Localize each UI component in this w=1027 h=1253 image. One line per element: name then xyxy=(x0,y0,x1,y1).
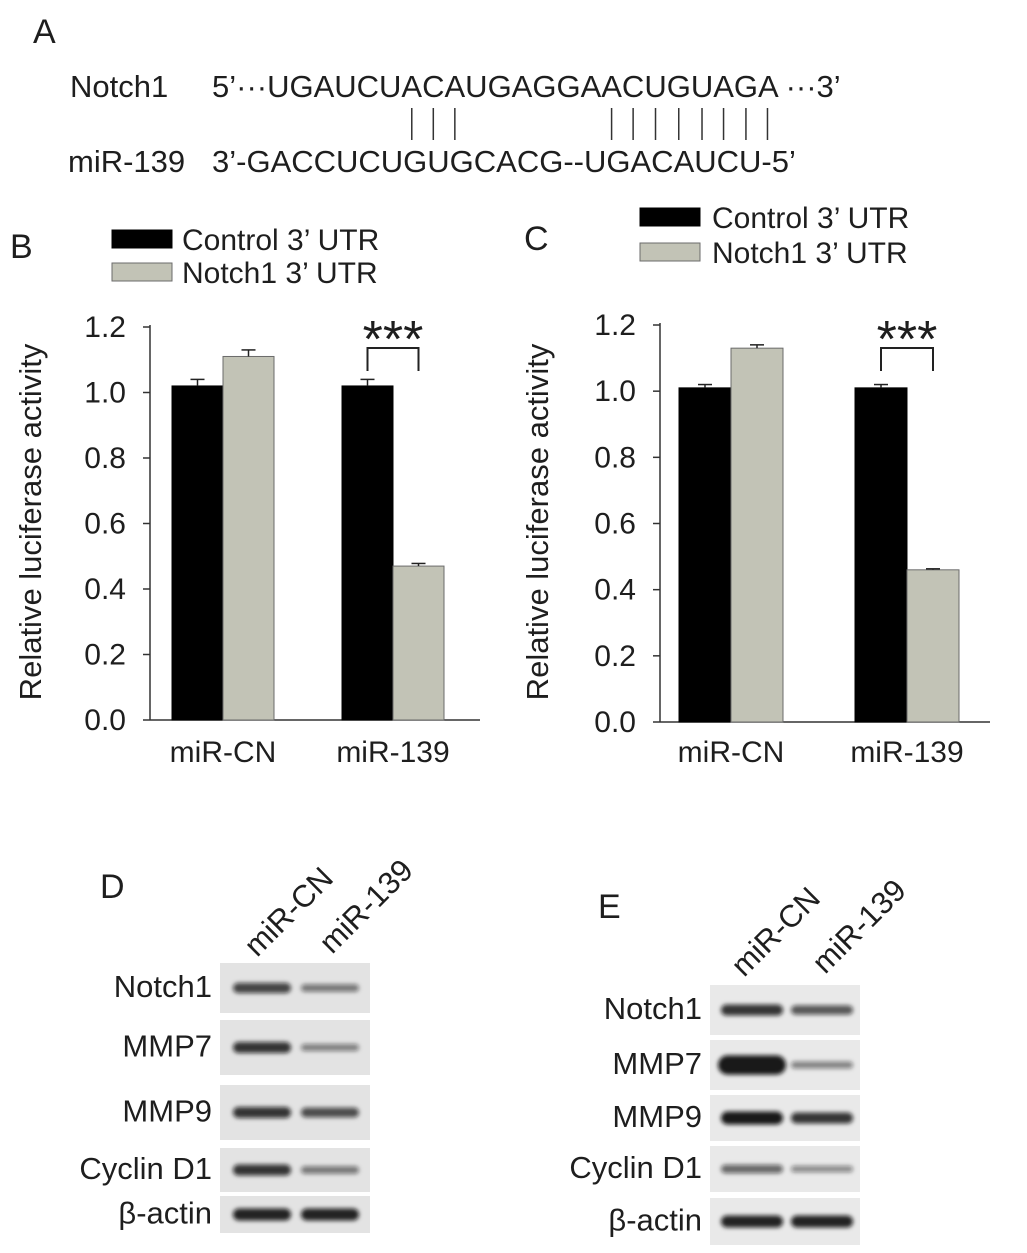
protein-label: MMP7 xyxy=(612,1046,702,1081)
protein-band xyxy=(233,1106,291,1119)
bar xyxy=(392,565,445,721)
panel-label: D xyxy=(100,868,125,906)
y-tick-label: 0.8 xyxy=(594,441,636,474)
y-tick-label: 0.6 xyxy=(84,508,126,541)
panel-label-a: A xyxy=(33,13,56,51)
protein-band xyxy=(791,1215,853,1228)
protein-band xyxy=(791,1061,853,1069)
legend-label: Notch1 3’ UTR xyxy=(182,257,378,290)
legend-label: Control 3’ UTR xyxy=(182,224,379,257)
protein-label: β-actin xyxy=(118,1196,212,1231)
protein-band xyxy=(301,1107,359,1118)
panel-label: B xyxy=(10,228,33,266)
protein-band xyxy=(721,1215,783,1228)
y-axis-label: Relative luciferase activity xyxy=(13,343,48,700)
significance-label: *** xyxy=(877,311,938,369)
y-tick-label: 0.2 xyxy=(84,639,126,672)
y-tick-label: 0.4 xyxy=(594,574,636,607)
protein-band xyxy=(301,1043,359,1052)
x-tick-label: miR-CN xyxy=(170,736,277,769)
protein-band xyxy=(718,1055,786,1075)
y-tick-label: 0.4 xyxy=(84,573,126,606)
protein-band xyxy=(721,1111,783,1125)
bar xyxy=(341,385,394,721)
lane-label: miR-CN xyxy=(724,880,827,983)
panel-label: C xyxy=(524,220,549,258)
protein-band xyxy=(721,1004,783,1016)
protein-label: Notch1 xyxy=(604,991,702,1026)
legend-swatch xyxy=(639,242,701,262)
protein-label: Cyclin D1 xyxy=(569,1150,702,1185)
panel-label: E xyxy=(598,888,621,926)
legend-swatch xyxy=(111,262,173,282)
bar xyxy=(854,387,908,723)
protein-band xyxy=(301,984,359,992)
x-tick-label: miR-139 xyxy=(850,736,963,769)
protein-label: MMP7 xyxy=(122,1029,212,1064)
bar xyxy=(222,355,275,721)
base-pair-lines xyxy=(411,108,769,140)
protein-band xyxy=(233,1041,291,1054)
protein-band xyxy=(301,1208,359,1221)
y-tick-label: 0.0 xyxy=(594,706,636,739)
bar xyxy=(906,569,960,723)
y-axis-label: Relative luciferase activity xyxy=(520,343,555,700)
y-tick-label: 1.0 xyxy=(84,377,126,410)
legend-label: Control 3’ UTR xyxy=(712,202,909,235)
y-tick-label: 0.2 xyxy=(594,640,636,673)
protein-label: Notch1 xyxy=(114,969,212,1004)
notch1-sequence: 5’···UGAUCUACAUGAGGAACUGUAGA ···3’ xyxy=(212,69,841,104)
protein-band xyxy=(791,1165,853,1173)
mir-row-label: miR-139 xyxy=(68,144,185,179)
y-tick-label: 1.0 xyxy=(594,375,636,408)
y-tick-label: 1.2 xyxy=(594,309,636,342)
bar xyxy=(678,387,732,723)
legend-swatch xyxy=(639,207,701,227)
y-tick-label: 0.6 xyxy=(594,508,636,541)
bar xyxy=(171,385,224,721)
notch1-row-label: Notch1 xyxy=(70,69,168,104)
lane-label: miR-139 xyxy=(312,852,420,960)
bar xyxy=(730,347,784,723)
protein-label: MMP9 xyxy=(122,1094,212,1129)
y-tick-label: 1.2 xyxy=(84,311,126,344)
protein-band xyxy=(233,982,291,994)
x-tick-label: miR-CN xyxy=(678,736,785,769)
protein-band xyxy=(301,1166,359,1174)
y-tick-label: 0.8 xyxy=(84,442,126,475)
panel-a-alignment: A Notch1 5’···UGAUCUACAUGAGGAACUGUAGA ··… xyxy=(33,13,841,179)
significance-label: *** xyxy=(363,311,424,369)
legend-label: Notch1 3’ UTR xyxy=(712,237,908,270)
protein-label: β-actin xyxy=(608,1203,702,1238)
protein-label: MMP9 xyxy=(612,1099,702,1134)
significance-bracket xyxy=(366,347,420,371)
y-tick-label: 0.0 xyxy=(84,704,126,737)
protein-band xyxy=(791,1005,853,1015)
protein-band xyxy=(791,1112,853,1124)
mir-sequence: 3’-GACCUCUGUGCACG--UGACAUCU-5’ xyxy=(212,144,796,179)
protein-band xyxy=(233,1208,291,1221)
protein-band xyxy=(233,1164,291,1176)
protein-label: Cyclin D1 xyxy=(79,1151,212,1186)
x-tick-label: miR-139 xyxy=(336,736,449,769)
legend-swatch xyxy=(111,229,173,249)
significance-bracket xyxy=(880,347,934,371)
protein-band xyxy=(721,1164,783,1174)
lane-label: miR-139 xyxy=(805,872,913,980)
